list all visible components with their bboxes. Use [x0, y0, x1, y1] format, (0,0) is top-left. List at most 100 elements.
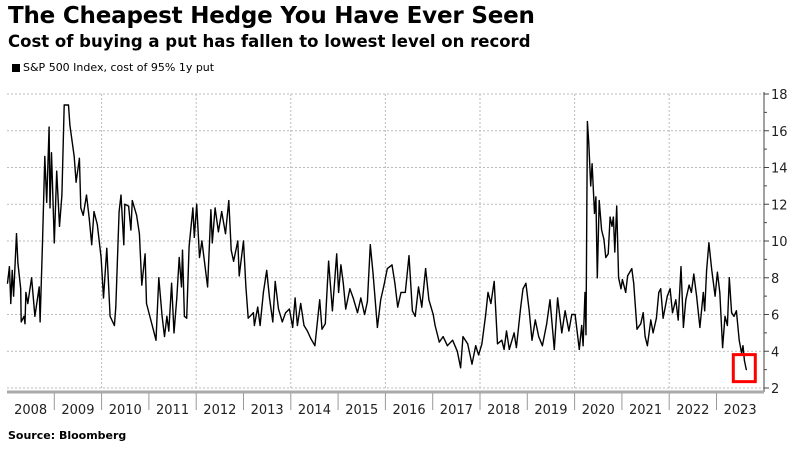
data-point — [735, 310, 737, 312]
x-tick-label: 2016 — [393, 403, 426, 418]
data-point — [262, 291, 264, 294]
series-line — [6, 104, 747, 370]
x-tick-label: 2014 — [298, 403, 331, 418]
data-point — [745, 369, 747, 371]
data-point — [109, 315, 111, 317]
data-point — [46, 201, 48, 204]
data-point — [417, 286, 420, 288]
data-point — [414, 315, 416, 317]
data-point — [372, 273, 374, 275]
data-point — [612, 216, 614, 218]
data-point — [337, 291, 340, 294]
data-point — [605, 256, 607, 259]
data-point — [593, 212, 596, 215]
data-point — [428, 299, 430, 301]
data-point — [487, 291, 489, 294]
data-point — [680, 266, 682, 268]
data-point — [288, 308, 290, 310]
x-tick-label: 2010 — [109, 403, 142, 418]
data-point — [50, 152, 53, 154]
y-tick-label: 4 — [771, 345, 779, 360]
data-point — [485, 313, 487, 316]
data-point — [27, 302, 29, 305]
y-tick-label: 18 — [771, 88, 788, 103]
data-point — [490, 302, 492, 305]
legend: S&P 500 Index, cost of 95% 1y put — [12, 61, 214, 74]
data-point — [161, 315, 163, 317]
data-point — [237, 240, 239, 242]
data-point — [15, 233, 18, 235]
data-point — [198, 256, 201, 259]
data-point — [58, 225, 61, 227]
data-point — [328, 260, 330, 262]
data-point — [123, 244, 125, 246]
data-point — [411, 310, 413, 312]
data-point — [44, 155, 46, 158]
data-point — [642, 312, 644, 314]
x-tick-label: 2020 — [582, 403, 615, 418]
data-point — [538, 335, 540, 338]
data-point — [578, 348, 580, 351]
data-point — [192, 207, 194, 209]
data-point — [711, 269, 713, 271]
data-point — [113, 324, 115, 327]
data-point — [331, 310, 334, 312]
data-point — [274, 280, 276, 283]
data-point — [432, 313, 434, 316]
data-point — [571, 313, 573, 316]
data-point — [660, 288, 662, 290]
data-point — [671, 312, 674, 314]
source-note: Source: Bloomberg — [8, 429, 127, 442]
data-point — [163, 335, 166, 338]
y-tick-label: 8 — [771, 272, 779, 287]
data-point — [211, 242, 213, 244]
data-point — [277, 308, 280, 310]
data-point — [493, 280, 495, 283]
data-point — [120, 194, 122, 196]
data-point — [722, 346, 724, 349]
data-point — [696, 295, 698, 297]
data-point — [319, 299, 321, 301]
highlight-box — [731, 353, 757, 384]
data-point — [675, 299, 677, 301]
data-point — [48, 126, 50, 128]
data-point — [224, 233, 227, 235]
data-point — [438, 341, 440, 343]
x-tick-label: 2017 — [440, 403, 473, 418]
data-point — [596, 277, 598, 279]
y-tick-label: 14 — [771, 162, 788, 177]
data-point — [369, 244, 371, 246]
data-point — [342, 282, 344, 284]
data-point — [53, 242, 55, 244]
data-point — [662, 317, 664, 319]
y-tick-label: 10 — [771, 235, 788, 250]
data-point — [534, 319, 536, 321]
y-tick-label: 16 — [771, 125, 788, 140]
data-point — [621, 278, 623, 281]
data-point — [356, 312, 359, 314]
data-point — [515, 346, 518, 349]
x-tick-label: 2015 — [345, 403, 378, 418]
data-point — [669, 288, 671, 290]
data-point — [173, 332, 175, 334]
data-point — [366, 301, 369, 303]
data-point — [609, 216, 611, 218]
data-point — [574, 313, 576, 316]
data-point — [616, 205, 618, 207]
data-point — [127, 205, 130, 207]
data-point — [336, 253, 338, 255]
data-point — [481, 343, 483, 345]
data-point — [324, 323, 326, 325]
data-point — [96, 223, 98, 226]
data-point — [541, 345, 544, 347]
data-point — [294, 297, 296, 299]
data-point — [39, 321, 41, 323]
data-point — [124, 203, 126, 205]
chart-subtitle: Cost of buying a put has fallen to lowes… — [8, 32, 531, 51]
data-point — [603, 238, 605, 240]
data-point — [25, 291, 27, 294]
x-tick-label: 2018 — [487, 403, 520, 418]
x-tick-label: 2011 — [156, 403, 189, 418]
data-point — [719, 291, 721, 294]
